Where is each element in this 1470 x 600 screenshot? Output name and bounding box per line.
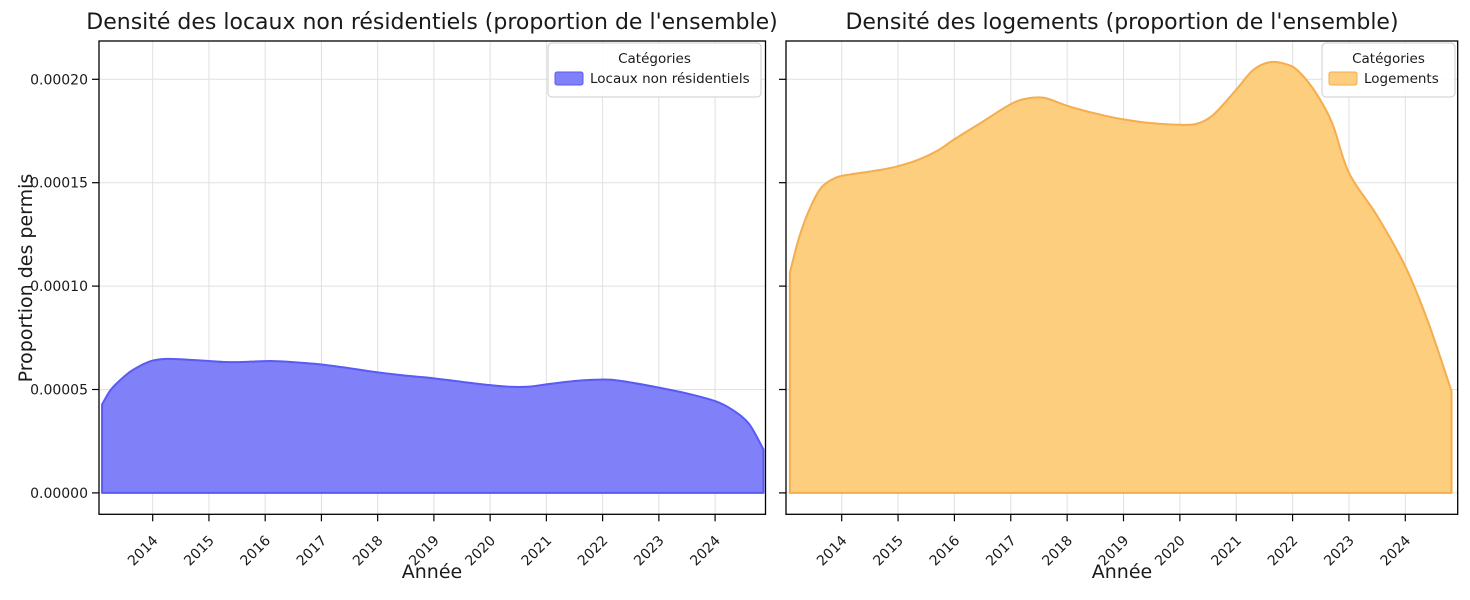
x-tick-label: 2016 xyxy=(237,533,274,570)
x-tick-label: 2020 xyxy=(462,533,499,570)
plot-border xyxy=(785,40,1459,515)
y-tick-label: 0.00005 xyxy=(30,383,88,399)
chart-locaux-non-residentiels: 2014 2015 2016 2017 2018 2019 2020 2021 2022 2023… xyxy=(15,10,778,583)
x-tick-label: 2022 xyxy=(1265,533,1302,570)
legend-title: Catégories xyxy=(1352,51,1425,67)
y-tick-label: 0.00010 xyxy=(30,279,88,295)
density-area-logements xyxy=(788,60,1453,494)
x-tick-label: 2018 xyxy=(1039,533,1076,570)
y-tick-label: 0.00015 xyxy=(30,176,88,192)
x-tick-label: 2015 xyxy=(870,533,907,570)
x-tick-label: 2024 xyxy=(1378,533,1415,570)
x-tick-label: 2016 xyxy=(927,533,964,570)
plot-area-locaux: 2014 2015 2016 2017 2018 2019 2020 2021 2022 2023… xyxy=(30,40,767,570)
chart-logements: 2014 2015 2016 2017 2018 2019 2020 2021 2022 2023… xyxy=(779,10,1459,583)
x-tick-label: 2017 xyxy=(294,533,331,570)
x-tick-label: 2015 xyxy=(181,533,218,570)
legend-title: Catégories xyxy=(618,51,691,67)
x-tick-label: 2018 xyxy=(350,533,387,570)
x-tick-label: 2014 xyxy=(125,533,162,570)
x-tick-label: 2020 xyxy=(1152,533,1189,570)
y-tick-label: 0.00000 xyxy=(30,486,88,502)
legend-box xyxy=(547,42,762,98)
plot-area-logements: 2014 2015 2016 2017 2018 2019 2020 2021 2022 2023… xyxy=(779,40,1459,570)
plot-border xyxy=(98,40,767,515)
legend-label: Logements xyxy=(1364,71,1439,87)
x-axis-label-logements: Année xyxy=(1092,561,1152,583)
y-axis-label: Proportion des permis xyxy=(15,174,37,383)
x-tick-label: 2021 xyxy=(519,533,556,570)
legend-swatch xyxy=(554,71,584,86)
x-tick-label: 2023 xyxy=(631,533,668,570)
legend-label: Locaux non résidentiels xyxy=(590,71,750,87)
legend: Catégories Locaux non résidentiels xyxy=(547,42,762,98)
chart-title-logements: Densité des logements (proportion de l'e… xyxy=(845,10,1398,35)
legend-swatch xyxy=(1328,71,1358,86)
legend: Catégories Logements xyxy=(1321,42,1456,98)
x-tick-label: 2014 xyxy=(814,533,851,570)
x-tick-label: 2017 xyxy=(983,533,1020,570)
x-tick-label: 2021 xyxy=(1209,533,1246,570)
density-area-locaux xyxy=(101,357,765,494)
chart-title-locaux: Densité des locaux non résidentiels (pro… xyxy=(86,10,777,35)
y-tick-label: 0.00020 xyxy=(30,72,88,88)
x-tick-label: 2023 xyxy=(1321,533,1358,570)
x-tick-label: 2024 xyxy=(687,533,724,570)
x-axis-label-locaux: Année xyxy=(402,561,462,583)
x-tick-label: 2022 xyxy=(575,533,612,570)
